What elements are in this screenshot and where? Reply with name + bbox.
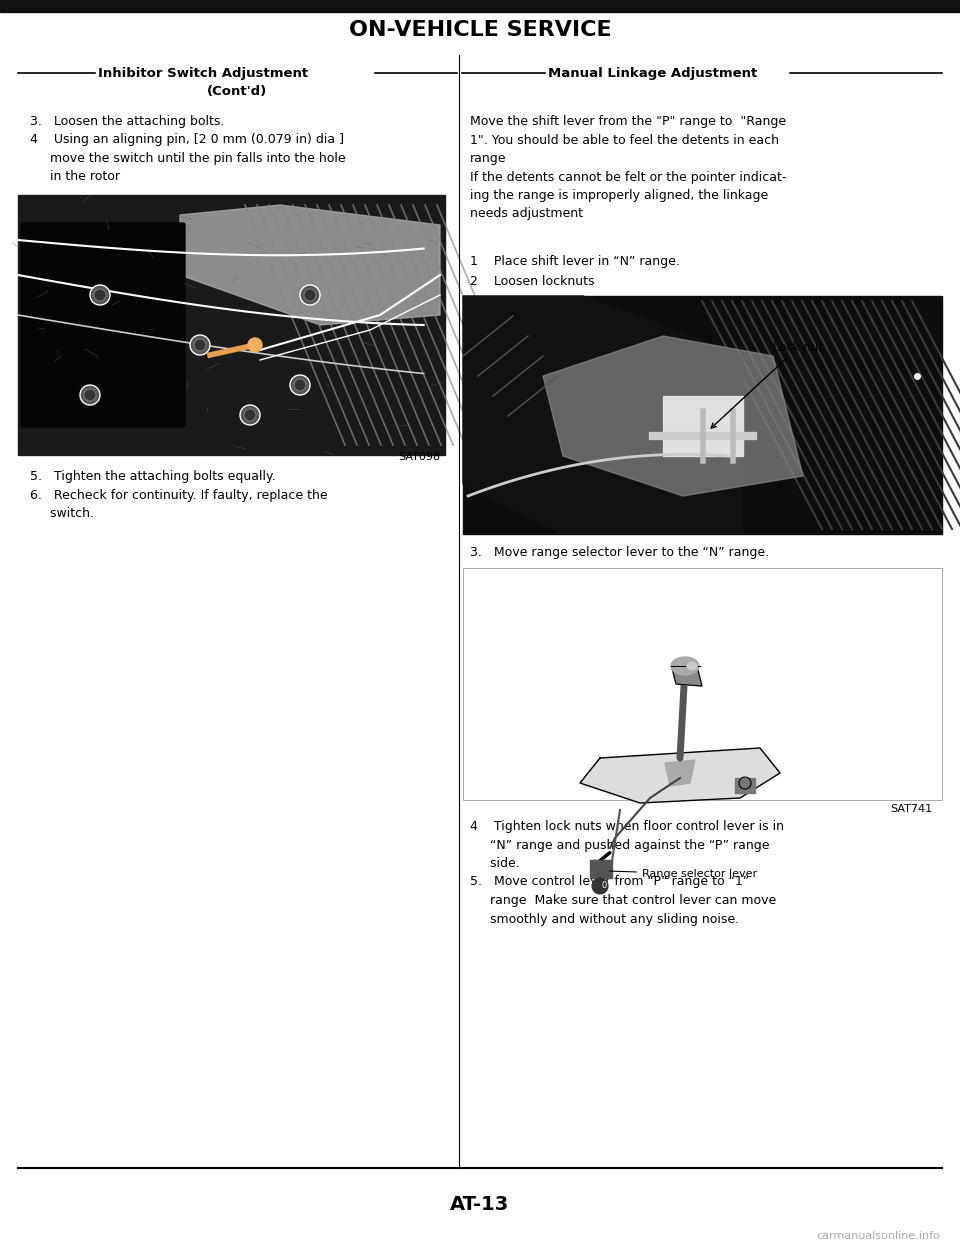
Circle shape	[90, 285, 110, 305]
Circle shape	[304, 289, 316, 302]
Text: 3.   Move range selector lever to the “N” range.: 3. Move range selector lever to the “N” …	[470, 546, 769, 559]
Bar	[463, 568, 942, 800]
Text: 0: 0	[601, 881, 607, 890]
Circle shape	[592, 878, 608, 893]
Circle shape	[240, 405, 260, 425]
Text: 1    Place shift lever in “N” range.
2    Loosen locknuts: 1 Place shift lever in “N” range. 2 Loos…	[470, 255, 680, 288]
Polygon shape	[672, 668, 702, 687]
Text: SAT098: SAT098	[397, 452, 440, 462]
Circle shape	[290, 375, 310, 395]
Bar	[463, 568, 942, 800]
Bar	[735, 778, 755, 792]
Ellipse shape	[687, 663, 697, 669]
Circle shape	[300, 285, 320, 305]
Polygon shape	[543, 336, 803, 496]
Bar	[18, 196, 445, 455]
Text: SAT741: SAT741	[890, 804, 932, 814]
Text: Manual Linkage Adjustment: Manual Linkage Adjustment	[548, 66, 757, 80]
Text: Lock nut: Lock nut	[711, 341, 823, 429]
Circle shape	[190, 335, 210, 355]
Text: 3.   Loosen the attaching bolts.
4    Using an aligning pin, [2 0 mm (0.079 in) : 3. Loosen the attaching bolts. 4 Using a…	[30, 115, 346, 183]
Text: Inhibitor Switch Adjustment: Inhibitor Switch Adjustment	[98, 66, 308, 80]
Circle shape	[294, 379, 306, 391]
Text: 4    Tighten lock nuts when floor control lever is in
     “N” range and pushed : 4 Tighten lock nuts when floor control l…	[470, 820, 784, 926]
Circle shape	[244, 409, 256, 421]
Circle shape	[84, 389, 96, 401]
Ellipse shape	[671, 657, 699, 675]
Text: AT-13: AT-13	[450, 1195, 510, 1215]
Bar	[590, 860, 612, 878]
Text: 5.   Tighten the attaching bolts equally.
6.   Recheck for continuity. If faulty: 5. Tighten the attaching bolts equally. …	[30, 470, 327, 520]
Text: Range selector lever: Range selector lever	[610, 868, 757, 878]
FancyBboxPatch shape	[21, 223, 185, 427]
Text: Move the shift lever from the "P" range to  "Range
1". You should be able to fee: Move the shift lever from the "P" range …	[470, 115, 786, 221]
Circle shape	[94, 289, 106, 302]
Bar	[0, 0, 960, 12]
Circle shape	[248, 338, 262, 353]
Polygon shape	[580, 748, 780, 802]
Circle shape	[194, 339, 206, 351]
Bar	[463, 297, 942, 535]
Bar	[663, 396, 743, 456]
Polygon shape	[665, 760, 695, 786]
Text: ON-VEHICLE SERVICE: ON-VEHICLE SERVICE	[348, 20, 612, 40]
Text: carmanualsonline.info: carmanualsonline.info	[816, 1231, 940, 1241]
Circle shape	[80, 385, 100, 405]
Polygon shape	[180, 206, 440, 325]
Text: (Cont'd): (Cont'd)	[206, 86, 267, 98]
Polygon shape	[463, 297, 743, 535]
